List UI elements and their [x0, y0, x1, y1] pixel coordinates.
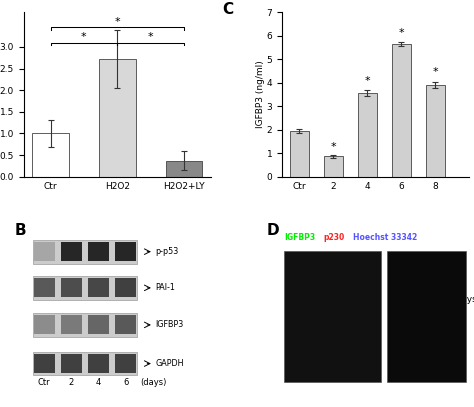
Text: (days): (days)	[452, 295, 474, 304]
Text: 6: 6	[123, 378, 128, 387]
Bar	[284, 251, 381, 383]
Bar	[426, 85, 445, 177]
Bar	[88, 315, 109, 335]
Bar	[34, 242, 55, 261]
Bar	[61, 354, 82, 373]
Text: *: *	[365, 76, 370, 86]
Text: *: *	[81, 32, 87, 42]
Y-axis label: IGFBP3 (ng/ml): IGFBP3 (ng/ml)	[256, 61, 265, 128]
Bar	[392, 44, 410, 177]
Text: 4: 4	[96, 378, 101, 387]
Bar	[116, 354, 136, 373]
Text: D: D	[267, 223, 280, 238]
Text: *: *	[330, 142, 336, 152]
Bar	[33, 276, 137, 300]
Bar	[358, 93, 376, 177]
Text: *: *	[115, 17, 120, 26]
Bar	[88, 242, 109, 261]
Bar	[324, 156, 343, 177]
Text: C: C	[222, 2, 233, 18]
Bar	[387, 251, 465, 383]
Bar	[61, 278, 82, 298]
Text: *: *	[399, 28, 404, 38]
Text: Ctr: Ctr	[38, 378, 51, 387]
Bar	[166, 161, 202, 177]
Text: *: *	[432, 67, 438, 77]
Text: Hoechst 33342: Hoechst 33342	[353, 233, 418, 242]
Text: 2: 2	[69, 378, 74, 387]
Text: (days): (days)	[141, 378, 167, 387]
Bar	[34, 315, 55, 335]
Bar	[32, 133, 69, 177]
Bar	[61, 315, 82, 335]
Bar	[88, 278, 109, 298]
Text: p-p53: p-p53	[155, 247, 179, 256]
Bar	[116, 242, 136, 261]
Bar	[116, 278, 136, 298]
Text: GAPDH: GAPDH	[155, 359, 184, 368]
Bar	[33, 240, 137, 264]
Bar	[61, 242, 82, 261]
Bar	[99, 59, 136, 177]
Text: IGFBP3: IGFBP3	[155, 320, 184, 329]
Bar	[116, 315, 136, 335]
Text: *: *	[148, 32, 154, 42]
Text: B: B	[14, 223, 26, 238]
Text: p230: p230	[323, 233, 345, 242]
Bar	[33, 313, 137, 337]
Text: PAI-1: PAI-1	[155, 283, 175, 292]
Bar	[34, 278, 55, 298]
Bar	[88, 354, 109, 373]
Bar	[33, 352, 137, 376]
Bar	[34, 354, 55, 373]
Bar	[290, 131, 309, 177]
Text: IGFBP3: IGFBP3	[284, 233, 315, 242]
